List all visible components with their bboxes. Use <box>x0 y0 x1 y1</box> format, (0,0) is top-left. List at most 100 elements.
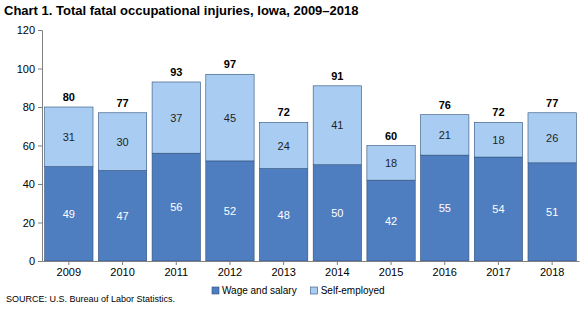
x-tick-mark <box>391 261 392 265</box>
x-tick: 2018 <box>540 261 564 278</box>
x-tick: 2010 <box>110 261 134 278</box>
x-tick: 2012 <box>218 261 242 278</box>
bar-segment <box>474 122 522 157</box>
total-label: 76 <box>439 99 451 111</box>
x-tick-label: 2012 <box>218 266 242 278</box>
y-axis: 0 20 40 60 80 100 120 <box>17 24 43 267</box>
x-tick-label: 2010 <box>110 266 134 278</box>
data-label: 51 <box>546 206 558 218</box>
x-tick-mark <box>122 261 123 265</box>
data-label: 30 <box>116 136 128 148</box>
bar-segment <box>152 153 200 261</box>
bar-segment <box>528 113 576 163</box>
y-tick-mark <box>38 69 42 70</box>
y-tick-mark <box>38 146 42 147</box>
y-tick: 60 <box>23 140 42 152</box>
y-tick-label: 0 <box>29 255 35 267</box>
bar-segment <box>313 165 361 261</box>
data-label: 42 <box>385 215 397 227</box>
y-tick-mark <box>38 261 42 262</box>
data-label: 18 <box>385 157 397 169</box>
data-label: 49 <box>63 208 75 220</box>
bar-segment <box>98 113 146 171</box>
bar-segment <box>474 157 522 261</box>
bars <box>45 74 577 261</box>
x-tick-label: 2009 <box>57 266 81 278</box>
x-axis: 2009201020112012201320142015201620172018 <box>43 261 580 278</box>
total-label: 77 <box>546 97 558 109</box>
x-tick-label: 2016 <box>433 266 457 278</box>
total-label: 80 <box>63 91 75 103</box>
x-tick: 2009 <box>57 261 81 278</box>
x-tick-mark <box>498 261 499 265</box>
total-label: 72 <box>278 106 290 118</box>
x-tick-mark <box>68 261 69 265</box>
y-tick: 80 <box>23 101 42 113</box>
data-label: 47 <box>116 210 128 222</box>
bar-segment <box>259 122 307 168</box>
bar-segment <box>206 74 254 161</box>
data-label: 31 <box>63 131 75 143</box>
y-tick-label: 80 <box>23 101 35 113</box>
bar-segment <box>98 171 146 261</box>
y-tick-mark <box>38 30 42 31</box>
title: Chart 1. Total fatal occupational injuri… <box>4 3 359 18</box>
data-label: 21 <box>439 129 451 141</box>
bar-segment <box>152 82 200 153</box>
bar-segment <box>528 163 576 261</box>
x-tick-label: 2014 <box>325 266 349 278</box>
x-tick: 2011 <box>164 261 188 278</box>
x-tick-mark <box>176 261 177 265</box>
source: SOURCE: U.S. Bureau of Labor Statistics. <box>6 294 175 304</box>
x-tick: 2016 <box>433 261 457 278</box>
total-label: 93 <box>170 66 182 78</box>
chart: Chart 1. Total fatal occupational injuri… <box>0 0 587 312</box>
data-label: 24 <box>278 140 290 152</box>
y-tick-mark <box>38 184 42 185</box>
total-label: 97 <box>224 58 236 70</box>
x-tick-label: 2018 <box>540 266 564 278</box>
data-label: 50 <box>331 207 343 219</box>
x-tick-mark <box>552 261 553 265</box>
bar-segment <box>421 155 469 261</box>
x-tick-mark <box>283 261 284 265</box>
x-tick-mark <box>444 261 445 265</box>
data-label: 41 <box>331 119 343 131</box>
y-tick: 100 <box>17 63 42 75</box>
bar-segment <box>45 107 93 167</box>
y-axis-line <box>38 31 43 262</box>
bar-segment <box>367 180 415 261</box>
x-tick-label: 2011 <box>164 266 188 278</box>
data-label: 48 <box>278 209 290 221</box>
legend-swatch <box>212 287 219 294</box>
y-tick: 20 <box>23 217 42 229</box>
bar-segment <box>367 146 415 181</box>
y-tick: 120 <box>17 24 42 36</box>
y-tick-label: 120 <box>17 24 35 36</box>
legend-label: Self-employed <box>321 285 385 296</box>
legend-swatch <box>311 287 318 294</box>
x-tick-label: 2017 <box>486 266 510 278</box>
data-label: 18 <box>492 134 504 146</box>
y-tick-mark <box>38 107 42 108</box>
total-label: 77 <box>116 97 128 109</box>
data-label: 56 <box>170 201 182 213</box>
y-tick: 0 <box>29 255 42 267</box>
y-tick: 40 <box>23 178 42 190</box>
x-tick: 2014 <box>325 261 349 278</box>
y-tick-label: 60 <box>23 140 35 152</box>
x-tick: 2013 <box>271 261 295 278</box>
data-label: 54 <box>492 203 504 215</box>
bar-segment <box>313 86 361 165</box>
x-tick-mark <box>229 261 230 265</box>
total-label: 72 <box>492 106 504 118</box>
total-label: 91 <box>331 70 343 82</box>
data-label: 45 <box>224 112 236 124</box>
total-label: 60 <box>385 130 397 142</box>
y-tick-mark <box>38 223 42 224</box>
plot: 0204060801001204947565248504255545131303… <box>17 24 580 278</box>
data-label: 52 <box>224 205 236 217</box>
y-tick-label: 40 <box>23 178 35 190</box>
y-tick-label: 100 <box>17 63 35 75</box>
bar-segment <box>421 115 469 155</box>
